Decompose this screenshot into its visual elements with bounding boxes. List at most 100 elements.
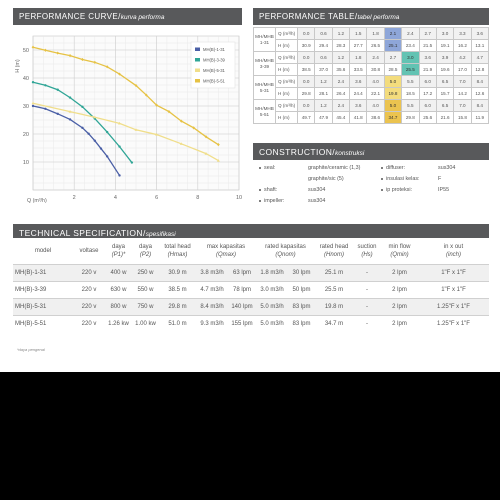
model-cell: MH/MHB 3-39 — [253, 51, 276, 76]
table-cell: 3.8 m3/h — [196, 263, 228, 281]
table-cell: 1.2 — [314, 75, 333, 88]
performance-table-title: PERFORMANCE TABLE/ — [259, 12, 358, 21]
table-cell: 2.7 — [383, 51, 403, 64]
x-tick-label: 10 — [236, 195, 242, 201]
table-cell: 1.2 — [331, 51, 351, 64]
table-cell: 3.6 — [349, 75, 368, 88]
legend-label: MH(B)-5-51 — [203, 78, 226, 83]
table-cell: 25.6 — [418, 111, 437, 124]
column-header: rated head (Hnom) — [315, 238, 353, 264]
table-cell: 19.1 — [435, 39, 455, 52]
data-point — [44, 84, 47, 87]
data-point — [68, 118, 72, 121]
table-cell: 34.7 m — [315, 314, 353, 332]
row-label: H (m) — [275, 63, 298, 76]
series-line — [32, 46, 219, 146]
table-cell: 21.5 — [418, 39, 437, 52]
table-cell: 3.3 — [453, 27, 472, 40]
table-cell: 400 w — [105, 263, 132, 281]
legend-label: MH(B)-1-31 — [203, 47, 226, 52]
table-cell: 38.5 m — [159, 280, 196, 298]
table-cell: MH(B)-5-31 — [13, 297, 73, 315]
construction-item: shaft: sus304 — [259, 187, 325, 193]
table-cell: 19.6 — [435, 63, 455, 76]
table-row: MH(B)-1-31 220 v 400 w 250 w 30.9 m 3.8 m3/h 6… — [13, 263, 489, 281]
construction-subtitle: konstruksi — [335, 150, 365, 157]
table-cell: 34.7 — [383, 111, 403, 124]
x-tick-label: 6 — [155, 195, 158, 201]
table-cell: 2.4 — [366, 51, 385, 64]
data-point — [56, 88, 59, 91]
table-cell: 2 lpm — [381, 263, 418, 281]
table-cell: MH(B)-1-31 — [13, 263, 73, 281]
table-cell: 47.9 — [314, 111, 333, 124]
performance-curve-chart: 2 4 6 8 10 10 20 30 40 50 Q (m³/h) H (m) MH(B)-1-31 M… — [15, 35, 242, 204]
table-cell: MH(B)-5-51 — [13, 314, 73, 332]
table-cell: 2 lpm — [381, 297, 418, 315]
construction-item: graphite/sic (5) — [308, 176, 344, 182]
x-tick-label: 4 — [114, 195, 117, 201]
table-row: H (m) 49.7 47.9 45.4 41.8 38.6 34.7 29.8 25.6 21.… — [254, 111, 490, 124]
y-tick-label: 50 — [23, 48, 29, 54]
data-point — [105, 65, 109, 69]
table-cell: 38.5 — [296, 63, 316, 76]
data-point — [179, 119, 183, 123]
table-cell: 16.2 — [453, 39, 472, 52]
table-cell: 3.0 — [401, 51, 420, 64]
table-cell: 155 lpm — [228, 314, 256, 332]
table-cell: 29.8 m — [159, 297, 196, 315]
table-cell: - — [353, 314, 381, 332]
data-point — [179, 142, 183, 145]
x-axis-label: Q (m³/h) — [27, 198, 47, 204]
column-header: suction (Hs) — [353, 238, 381, 264]
table-cell: 27.7 — [349, 39, 368, 52]
table-cell: 1.5 — [349, 27, 368, 40]
table-cell: 24.4 — [349, 87, 368, 100]
table-cell: 1"F x 1"F — [418, 263, 489, 281]
table-cell: 3.6 — [470, 27, 490, 40]
table-cell: 550 w — [132, 280, 159, 298]
table-cell: 8.4 — [470, 99, 490, 112]
construction-item: insulasi kelas: F — [381, 176, 441, 182]
table-cell: 41.8 — [349, 111, 368, 124]
table-cell: 13.1 — [470, 39, 490, 52]
tech-spec-title: TECHNICAL SPECIFICATION/ — [19, 228, 146, 238]
model-cell: MH/MHB 5-51 — [253, 99, 276, 124]
table-cell: - — [353, 297, 381, 315]
column-header: in x out (inch) — [418, 238, 489, 264]
table-cell: 6.0 — [418, 75, 437, 88]
data-point — [56, 112, 59, 116]
y-axis-label: H (m) — [15, 59, 21, 72]
performance-curve-subtitle: kurva performa — [120, 14, 165, 21]
row-label: Q (m³/h) — [275, 99, 298, 112]
legend-swatch — [195, 79, 200, 83]
table-cell: 33.5 — [349, 63, 368, 76]
table-cell: 220 v — [73, 297, 105, 315]
table-cell: 83 lpm — [288, 297, 315, 315]
construction-item: ip proteksi: IP55 — [381, 187, 449, 193]
table-cell: 0.6 — [314, 51, 333, 64]
data-point — [93, 60, 97, 64]
table-cell: 6.0 — [418, 99, 437, 112]
table-cell: 26.4 — [331, 87, 351, 100]
table-cell: 5.0 — [383, 75, 403, 88]
table-cell: 6.5 — [435, 75, 455, 88]
table-cell: 26.5 — [366, 39, 385, 52]
data-point — [134, 128, 138, 131]
data-point — [118, 145, 121, 148]
data-point — [81, 105, 84, 109]
table-cell: - — [353, 263, 381, 281]
construction-item: seal: graphite/ceramic (1,3) — [259, 165, 360, 171]
model-cell: MH/MHB 1-31 — [253, 27, 276, 52]
table-cell: 4.7 — [470, 51, 490, 64]
row-label: H (m) — [275, 39, 298, 52]
table-cell: 28.1 — [314, 87, 333, 100]
construction-item: impeller: sus304 — [259, 198, 325, 204]
row-label: Q (m³/h) — [275, 75, 298, 88]
table-cell: 17.2 — [418, 87, 437, 100]
table-cell: 8.4 — [470, 75, 490, 88]
table-cell: 1.8 m3/h — [256, 263, 288, 281]
table-cell: 1.8 — [349, 51, 368, 64]
table-cell: 7.0 — [453, 99, 472, 112]
data-point — [44, 107, 47, 111]
